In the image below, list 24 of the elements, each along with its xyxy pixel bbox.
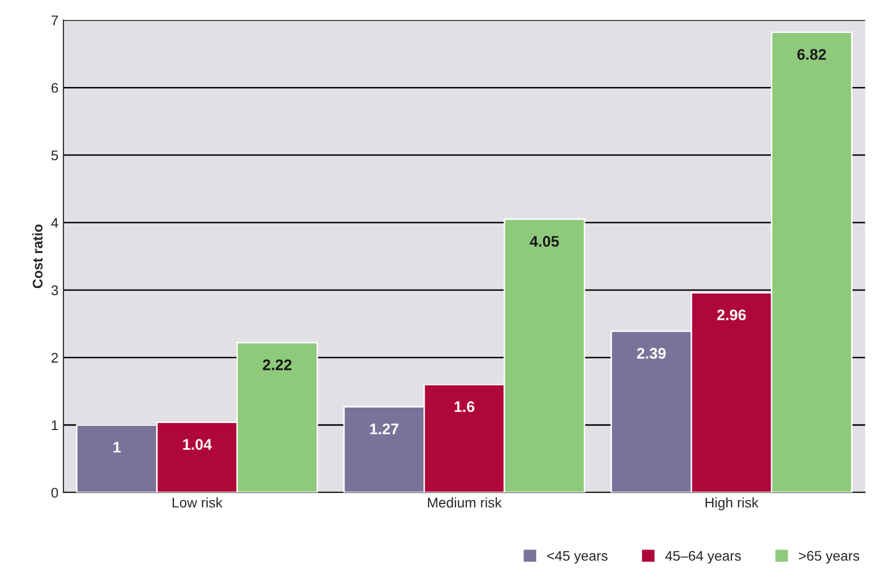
x-tick-label: Medium risk	[428, 497, 502, 508]
y-tick-label: 2	[52, 352, 58, 363]
y-tick-label: 1	[52, 420, 58, 430]
y-tick-label: 5	[51, 150, 58, 160]
y-tick-label: 0	[51, 488, 58, 498]
legend-label: <45 years	[547, 551, 608, 564]
x-tick-label: High risk	[706, 497, 759, 510]
y-tick-label: 6	[52, 82, 58, 93]
data-label: 1.04	[183, 439, 212, 450]
data-label: 1.6	[454, 401, 474, 412]
y-tick-label: 3	[51, 285, 58, 296]
data-label: 6.82	[797, 49, 826, 60]
data-label: 2.22	[262, 359, 292, 370]
data-label: 1.27	[370, 424, 398, 434]
x-tick-label: Low risk	[172, 497, 223, 508]
y-tick-label: 7	[52, 16, 58, 26]
data-label: 2.39	[637, 348, 666, 359]
legend-label: 45–64 years	[665, 550, 741, 564]
y-tick-label: 4	[51, 218, 58, 228]
data-label: 2.96	[717, 309, 746, 320]
data-label: 1	[114, 442, 121, 452]
y-axis-title: Cost ratio	[32, 224, 43, 288]
legend-label: >65 years	[799, 550, 860, 564]
data-label: 4.05	[530, 236, 559, 247]
